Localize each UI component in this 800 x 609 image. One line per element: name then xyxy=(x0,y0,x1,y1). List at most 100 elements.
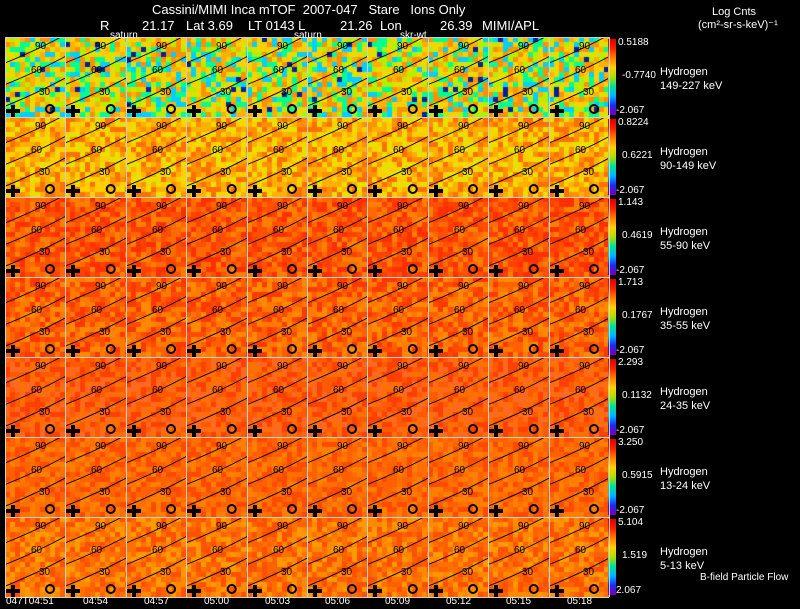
lon2-value: 26.39 xyxy=(440,18,473,33)
contour-line xyxy=(367,77,428,107)
pitch-angle-label: 30 xyxy=(583,247,595,258)
contour-line xyxy=(367,376,428,406)
flow-marker xyxy=(105,504,116,514)
energy-label: 35-55 keV xyxy=(660,320,711,332)
contour-line xyxy=(5,296,65,326)
pitch-angle-label: 60 xyxy=(212,305,224,316)
pitch-angle-label: 60 xyxy=(273,145,285,156)
contour-line xyxy=(428,536,488,566)
flow-marker xyxy=(166,104,176,114)
pitch-angle-label: 30 xyxy=(462,167,474,178)
pitch-angle-label: 90 xyxy=(518,441,530,452)
spectrogram-panel: 90 60 30 xyxy=(5,517,65,597)
pitch-angle-label: 30 xyxy=(583,407,595,418)
spectrogram-panel: 90 60 30 xyxy=(126,357,186,437)
pitch-angle-contours: 90 60 30 xyxy=(549,437,609,517)
pitch-angle-label: 30 xyxy=(281,87,293,98)
pitch-angle-label: 60 xyxy=(31,545,43,556)
flow-marker xyxy=(226,424,237,434)
spectrogram-panel: 90 60 30 xyxy=(65,517,126,597)
pitch-angle-label: 60 xyxy=(31,465,43,476)
field-marker xyxy=(368,425,382,437)
flow-marker xyxy=(287,424,297,434)
colorbar-max-label: 5.104 xyxy=(618,517,644,528)
pitch-angle-contours: 90 60 30 xyxy=(65,117,126,197)
contour-line xyxy=(126,376,186,406)
contour-line xyxy=(5,536,65,566)
colorbar-max-label: 1.713 xyxy=(618,277,644,288)
contour-line xyxy=(247,296,307,326)
pitch-angle-label: 90 xyxy=(277,441,289,452)
spectrogram-panel: 90 60 30 xyxy=(549,277,609,357)
contour-line xyxy=(367,557,428,587)
contour-line xyxy=(186,397,247,427)
pitch-angle-label: 30 xyxy=(39,487,51,498)
spectrogram-panel: 90 60 30 xyxy=(428,357,488,437)
spectrogram-panel: 90 60 30 xyxy=(247,197,307,277)
pitch-angle-label: 60 xyxy=(454,465,466,476)
spectrogram-panel: 90 60 30 xyxy=(126,117,186,197)
pitch-angle-label: 60 xyxy=(333,545,345,556)
pitch-angle-label: 60 xyxy=(91,305,103,316)
pitch-angle-label: 60 xyxy=(393,225,405,236)
contour-line xyxy=(126,296,186,326)
contour-line xyxy=(186,77,247,107)
contour-line xyxy=(307,157,367,187)
pitch-angle-label: 90 xyxy=(216,121,228,132)
spectrogram-panel: 90 60 30 xyxy=(5,437,65,517)
pitch-angle-label: 90 xyxy=(277,281,289,292)
pitch-angle-label: 90 xyxy=(337,41,349,52)
pitch-angle-label: 90 xyxy=(458,121,470,132)
pitch-angle-contours: 90 60 30 xyxy=(65,517,126,597)
pitch-angle-label: 30 xyxy=(583,167,595,178)
pitch-angle-label: 30 xyxy=(522,247,534,258)
overlay-tag: saturn xyxy=(110,30,138,41)
flow-marker xyxy=(166,264,176,274)
contour-line xyxy=(126,536,186,566)
flow-marker xyxy=(166,344,176,354)
flow-marker xyxy=(287,344,297,354)
pitch-angle-label: 60 xyxy=(514,385,526,396)
spectrogram-panel: 90 60 30 xyxy=(186,277,247,357)
pitch-angle-label: 60 xyxy=(333,305,345,316)
spectrogram-panel: 90 60 30 xyxy=(367,37,428,117)
pitch-angle-label: 90 xyxy=(458,521,470,532)
pitch-angle-contours: 90 60 30 xyxy=(428,357,488,437)
spectrogram-panel: 90 60 30 xyxy=(488,197,549,277)
flow-marker xyxy=(468,584,478,594)
contour-line xyxy=(126,56,186,86)
spectrogram-panel: 90 60 30 xyxy=(307,197,367,277)
flow-marker xyxy=(468,264,478,274)
pitch-angle-label: 30 xyxy=(220,87,232,98)
flow-marker xyxy=(287,104,297,114)
pitch-angle-label: 30 xyxy=(281,247,293,258)
field-marker xyxy=(248,505,262,517)
pitch-angle-label: 30 xyxy=(281,407,293,418)
pitch-angle-label: 60 xyxy=(31,305,43,316)
contour-line xyxy=(65,216,126,246)
pitch-angle-label: 90 xyxy=(95,281,107,292)
spectrogram-panel: 90 60 30 xyxy=(549,197,609,277)
spectrogram-panel: 90 60 30 xyxy=(549,517,609,597)
energy-label: 149-227 keV xyxy=(660,80,723,92)
energy-label: 90-149 keV xyxy=(660,160,717,172)
flow-marker xyxy=(347,504,357,514)
flow-marker xyxy=(105,424,116,434)
contour-line xyxy=(307,56,367,86)
lat-label: Lat 3.69 xyxy=(186,18,233,33)
field-marker xyxy=(308,585,322,597)
pitch-angle-label: 60 xyxy=(152,225,164,236)
pitch-angle-label: 90 xyxy=(458,41,470,52)
contour-line xyxy=(307,477,367,507)
spectrogram-panel: 90 60 30 xyxy=(549,437,609,517)
pitch-angle-label: 60 xyxy=(152,465,164,476)
pitch-angle-contours: 90 60 30 xyxy=(247,37,307,117)
pitch-angle-label: 30 xyxy=(341,407,353,418)
pitch-angle-label: 30 xyxy=(401,567,413,578)
flow-marker xyxy=(407,104,418,114)
pitch-angle-label: 30 xyxy=(462,567,474,578)
pitch-angle-label: 30 xyxy=(281,567,293,578)
contour-line xyxy=(307,216,367,246)
pitch-angle-contours: 90 60 30 xyxy=(247,517,307,597)
pitch-angle-contours: 90 60 30 xyxy=(5,517,65,597)
